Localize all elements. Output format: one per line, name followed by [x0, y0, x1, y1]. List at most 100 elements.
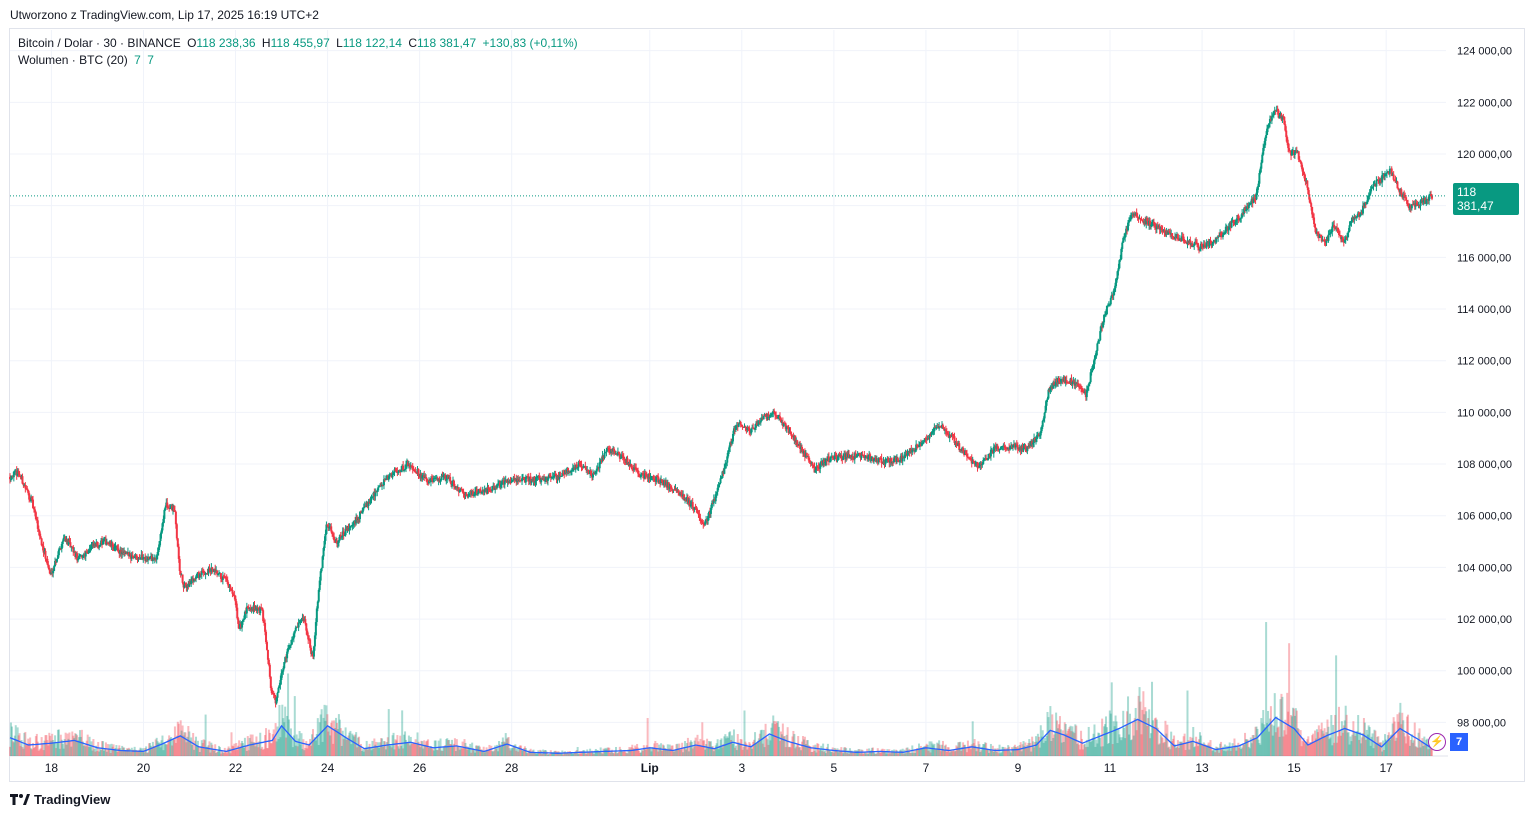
candle-body — [934, 426, 937, 429]
volume-bar — [1137, 695, 1140, 756]
volume-bar — [1423, 736, 1426, 756]
volume-bar — [473, 750, 476, 756]
volume-bar — [1306, 739, 1309, 756]
volume-bar — [1024, 742, 1027, 756]
volume-bar — [427, 739, 430, 756]
volume-bar — [496, 744, 499, 756]
symbol-label[interactable]: Bitcoin / Dolar · 30 · BINANCE — [18, 36, 181, 50]
volume-bar — [609, 752, 612, 756]
volume-bar — [236, 749, 239, 756]
volume-bar — [707, 747, 710, 756]
volume-bar — [1194, 746, 1197, 756]
candle-body — [1033, 437, 1036, 443]
volume-bar — [119, 748, 122, 756]
candle-body — [450, 481, 453, 485]
volume-bar — [1353, 731, 1356, 756]
candle-body — [695, 507, 698, 510]
candle-body — [777, 416, 780, 418]
candle-body — [1167, 231, 1170, 235]
candle-body — [384, 478, 387, 480]
volume-bar — [65, 744, 68, 756]
candle-body — [1127, 220, 1130, 223]
candle-body — [898, 460, 901, 462]
candle-body — [494, 487, 497, 490]
volume-bar — [863, 751, 866, 756]
volume-bar — [350, 744, 353, 756]
volume-bar — [152, 745, 155, 756]
volume-bar — [842, 753, 845, 756]
candle-body — [1208, 240, 1211, 247]
volume-bar — [838, 749, 841, 756]
candle-body — [655, 476, 658, 482]
volume-bar — [1229, 750, 1232, 756]
candle-body — [812, 465, 815, 467]
candle-body — [1348, 225, 1351, 232]
volume-bar — [974, 745, 977, 756]
volume-bar — [620, 751, 623, 756]
volume-bar — [1136, 720, 1139, 756]
volume-bar — [140, 748, 143, 756]
volume-bar — [777, 721, 780, 756]
candle-body — [549, 475, 552, 478]
candle-body — [107, 543, 110, 545]
candle-body — [198, 573, 201, 578]
volume-bar — [1279, 699, 1282, 756]
candle-body — [840, 454, 843, 459]
volume-bar — [363, 749, 366, 756]
candle-body — [216, 570, 219, 575]
volume-bar — [292, 735, 295, 756]
volume-bar — [484, 750, 487, 756]
candle-body — [156, 552, 159, 556]
lightning-icon[interactable]: ⚡ — [1428, 733, 1446, 751]
candle-body — [951, 434, 954, 436]
volume-label[interactable]: Wolumen · BTC (20) — [18, 53, 128, 67]
y-tick-label: 102 000,00 — [1457, 614, 1512, 626]
candle-body — [893, 459, 896, 463]
x-tick-label: 5 — [831, 761, 838, 775]
candle-body — [1384, 173, 1387, 175]
candle-body — [863, 455, 866, 458]
volume-bar — [400, 746, 403, 756]
volume-bar — [776, 722, 779, 756]
tradingview-logo[interactable]: TradingView — [10, 792, 110, 807]
volume-bar — [1422, 745, 1425, 756]
volume-bar — [1271, 735, 1274, 756]
volume-bar — [562, 754, 565, 756]
volume-bar — [1149, 738, 1152, 756]
volume-bar — [1245, 739, 1248, 756]
candle-body — [1239, 218, 1242, 220]
volume-bar — [1181, 743, 1184, 756]
volume-bar — [643, 747, 646, 756]
candle-body — [1197, 247, 1200, 250]
volume-bar — [747, 747, 750, 756]
volume-bar — [1139, 701, 1142, 756]
volume-bar — [397, 746, 400, 756]
candle-body — [1355, 216, 1358, 218]
volume-bar — [941, 740, 944, 756]
candle-body — [378, 486, 381, 488]
volume-bar — [1215, 746, 1218, 756]
volume-bar — [123, 747, 126, 756]
candle-body — [351, 525, 354, 527]
volume-bar — [1342, 725, 1345, 756]
candle-body — [1366, 195, 1369, 202]
volume-bar — [1197, 746, 1200, 756]
volume-bar — [231, 745, 234, 756]
volume-bar — [924, 745, 927, 756]
volume-bar — [572, 752, 575, 756]
volume-bar — [900, 750, 903, 756]
candle-body — [880, 458, 883, 464]
volume-bar — [1087, 726, 1090, 756]
volume-bar — [79, 736, 82, 756]
volume-bar — [486, 749, 489, 756]
candle-body — [571, 467, 574, 471]
volume-bar — [1011, 747, 1014, 756]
volume-bar — [1107, 742, 1110, 756]
volume-bar — [909, 752, 912, 756]
candle-body — [505, 479, 508, 483]
volume-bar — [972, 743, 975, 756]
volume-bar — [1231, 743, 1234, 756]
volume-bar — [390, 747, 393, 756]
volume-bar — [782, 736, 785, 756]
